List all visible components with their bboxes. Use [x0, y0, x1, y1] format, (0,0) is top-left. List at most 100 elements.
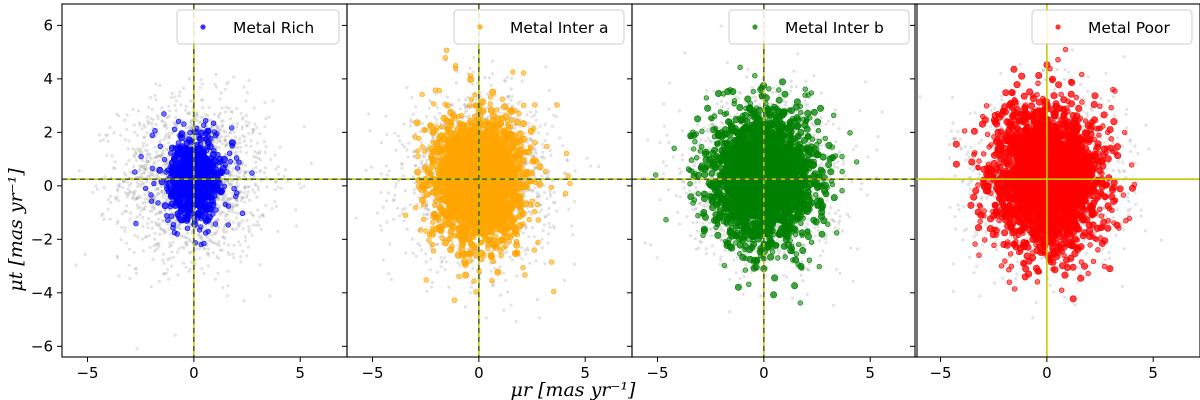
background-point [375, 211, 380, 215]
background-point [153, 188, 157, 192]
background-point [260, 213, 264, 217]
background-point [134, 267, 138, 271]
series-point [175, 118, 182, 125]
series-point [215, 151, 221, 158]
background-point [262, 214, 266, 218]
background-point [164, 271, 168, 276]
background-point [161, 151, 165, 155]
background-point [140, 127, 144, 131]
background-point [174, 123, 178, 127]
background-point [145, 167, 149, 171]
background-point [193, 137, 198, 141]
background-point [223, 214, 227, 218]
background-point [189, 121, 193, 125]
background-point [231, 220, 235, 224]
background-point [240, 127, 244, 131]
series-point [210, 120, 217, 126]
background-point [141, 224, 145, 228]
series-point [205, 134, 212, 140]
background-point [530, 188, 535, 192]
background-point [128, 190, 132, 194]
background-point [166, 277, 171, 281]
background-point [483, 76, 487, 80]
background-point [98, 139, 102, 143]
background-point [490, 72, 495, 76]
background-point [157, 279, 162, 283]
background-point [409, 118, 413, 122]
background-point [421, 154, 425, 158]
background-point [515, 274, 519, 278]
background-point [115, 221, 119, 225]
background-point [135, 133, 139, 137]
background-point [450, 240, 454, 244]
background-point [218, 248, 223, 252]
background-point [121, 186, 125, 190]
background-point [199, 115, 203, 119]
background-point [520, 79, 524, 83]
background-point [231, 122, 235, 126]
y-tick-label: 6 [43, 16, 53, 34]
background-point [254, 183, 258, 187]
background-point [562, 171, 566, 175]
background-point [215, 125, 219, 129]
background-point [469, 285, 474, 289]
series-point [203, 219, 209, 225]
background-point [542, 156, 547, 160]
background-point [131, 196, 135, 200]
background-point [247, 185, 251, 189]
series-point [164, 186, 170, 192]
background-point [505, 95, 509, 99]
background-point [163, 208, 167, 212]
background-point [251, 129, 256, 133]
background-point [485, 92, 490, 96]
background-point [134, 272, 139, 276]
background-point [142, 208, 146, 212]
background-point [263, 100, 267, 104]
background-point [213, 144, 217, 149]
background-point [132, 191, 136, 195]
background-point [227, 210, 231, 214]
background-point [429, 246, 433, 250]
background-point [127, 184, 131, 188]
background-point [133, 197, 137, 202]
background-point [180, 245, 184, 249]
background-point [235, 141, 239, 145]
background-point [146, 217, 151, 221]
background-point [524, 252, 528, 256]
background-point [128, 218, 132, 222]
background-point [430, 285, 434, 289]
background-point [151, 257, 155, 262]
background-point [138, 123, 142, 127]
background-point [490, 283, 494, 288]
background-point [422, 155, 426, 159]
background-point [545, 132, 550, 136]
background-point [166, 198, 170, 202]
series-point [161, 111, 167, 117]
background-point [182, 261, 186, 265]
background-point [137, 175, 141, 180]
background-point [456, 244, 460, 248]
series-point [155, 200, 161, 206]
background-point [146, 159, 150, 164]
background-point [133, 189, 137, 193]
background-point [208, 239, 212, 243]
background-point [444, 260, 448, 264]
background-point [135, 196, 139, 200]
background-point [392, 198, 396, 202]
series-point [149, 132, 156, 139]
background-point [222, 230, 226, 234]
background-point [148, 170, 152, 174]
background-point [117, 114, 121, 118]
background-point [148, 209, 152, 213]
background-point [509, 98, 513, 102]
background-point [163, 228, 167, 233]
background-point [104, 133, 108, 137]
background-point [150, 226, 154, 230]
background-point [535, 195, 539, 199]
background-point [162, 163, 166, 167]
background-point [394, 148, 398, 152]
background-point [174, 108, 178, 112]
series-point [205, 128, 212, 134]
background-point [209, 125, 213, 129]
background-point [402, 145, 406, 149]
